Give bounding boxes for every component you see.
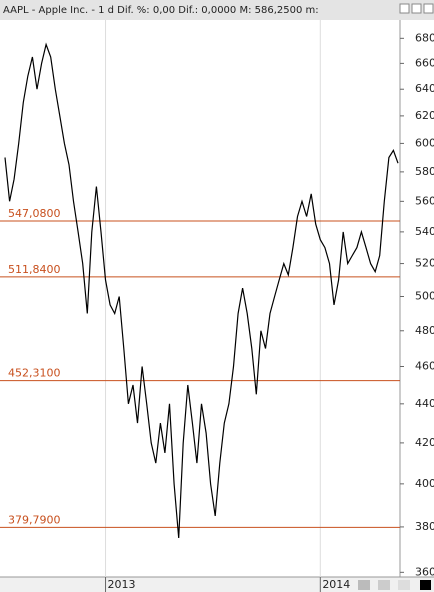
- chart-title: AAPL - Apple Inc. - 1 d Dif. %: 0,00 Dif…: [3, 5, 319, 16]
- color-icon[interactable]: [420, 580, 431, 590]
- y-tick-label: 360: [415, 565, 434, 578]
- header-bar: [0, 0, 434, 20]
- y-tick-label: 660: [415, 56, 434, 69]
- y-tick-label: 440: [415, 397, 434, 410]
- y-tick-label: 480: [415, 324, 434, 337]
- y-tick-label: 380: [415, 520, 434, 533]
- y-tick-label: 460: [415, 360, 434, 373]
- footer-bar: [0, 577, 434, 592]
- print-icon[interactable]: [378, 580, 390, 590]
- y-tick-label: 560: [415, 194, 434, 207]
- x-tick-label: 2014: [322, 578, 350, 591]
- pin-icon[interactable]: [398, 580, 410, 590]
- save-icon[interactable]: [358, 580, 370, 590]
- y-tick-label: 640: [415, 82, 434, 95]
- level-label: 379,7900: [8, 513, 61, 526]
- level-label: 547,0800: [8, 207, 61, 220]
- y-tick-label: 540: [415, 225, 434, 238]
- y-tick-label: 420: [415, 436, 434, 449]
- y-tick-label: 580: [415, 165, 434, 178]
- y-tick-label: 400: [415, 477, 434, 490]
- close-button[interactable]: [423, 3, 434, 14]
- level-label: 511,8400: [8, 263, 61, 276]
- price-line: [4, 42, 399, 539]
- y-tick-label: 600: [415, 136, 434, 149]
- y-tick-label: 520: [415, 257, 434, 270]
- maximize-button[interactable]: [411, 3, 422, 14]
- y-tick-label: 620: [415, 109, 434, 122]
- minimize-button[interactable]: [399, 3, 410, 14]
- x-tick-label: 2013: [108, 578, 136, 591]
- level-label: 452,3100: [8, 367, 61, 380]
- y-tick-label: 680: [415, 31, 434, 44]
- y-tick-label: 500: [415, 289, 434, 302]
